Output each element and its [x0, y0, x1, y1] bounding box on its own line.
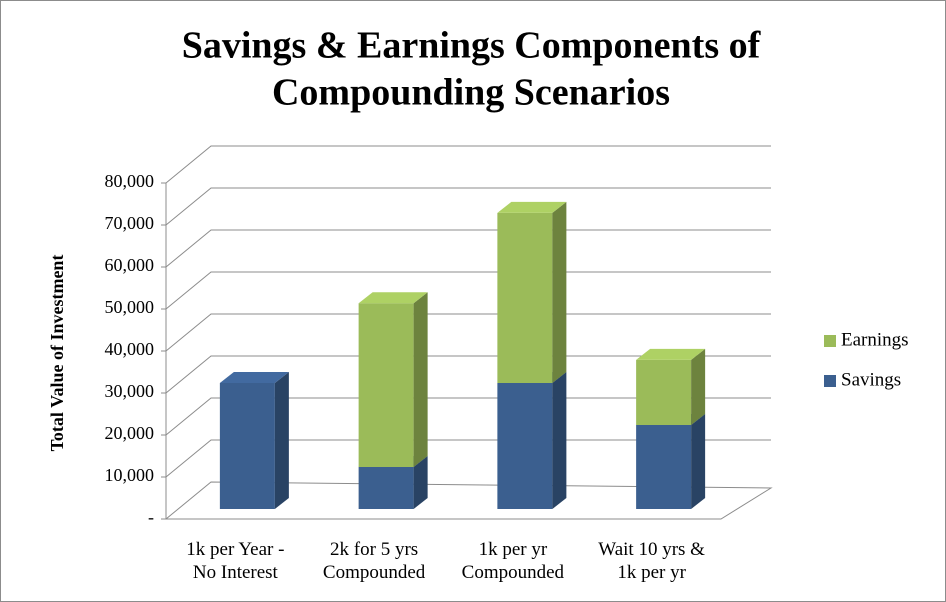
- bar: [358, 303, 414, 467]
- y-axis-label: Total Value of Investment: [47, 255, 67, 452]
- grid-line: [165, 439, 771, 478]
- y-tick-label: 50,000: [105, 297, 155, 317]
- y-tick-label: 20,000: [105, 423, 155, 443]
- back-wall: [211, 146, 771, 488]
- bar-side: [552, 201, 567, 383]
- x-tick-label: 2k for 5 yrs Compounded: [322, 539, 426, 583]
- bar-side: [413, 456, 428, 509]
- grid-line: [165, 355, 771, 394]
- bar: [497, 383, 553, 509]
- floor: [164, 481, 773, 520]
- bar: [358, 467, 414, 509]
- y-tick-label: -: [148, 507, 154, 527]
- bar: [636, 425, 692, 509]
- legend-swatch: [824, 335, 836, 347]
- y-tick-label: 10,000: [105, 465, 155, 485]
- y-tick-label: 60,000: [105, 255, 155, 275]
- grid-line: [165, 145, 771, 184]
- chart-title: Compounding Scenarios: [272, 72, 670, 114]
- bar-top: [358, 292, 428, 304]
- grid-line: [165, 271, 771, 310]
- y-tick-label: 30,000: [105, 381, 155, 401]
- bar: [636, 359, 692, 425]
- grid-line: [165, 187, 771, 226]
- bar-top: [497, 201, 567, 213]
- bar-top: [636, 348, 706, 360]
- bar: [219, 383, 275, 509]
- legend-swatch: [824, 375, 836, 387]
- bar-side: [413, 292, 428, 467]
- x-tick-label: 1k per yr Compounded: [461, 539, 565, 583]
- legend-label: Earnings: [841, 329, 909, 350]
- x-tick-label: 1k per Year - No Interest: [186, 539, 285, 583]
- bar-side: [691, 348, 706, 425]
- y-tick-label: 80,000: [105, 171, 155, 191]
- bar-side: [274, 372, 289, 509]
- legend-label: Savings: [841, 369, 901, 390]
- grid-line: [165, 313, 771, 352]
- y-tick-label: 70,000: [105, 213, 155, 233]
- bar-side: [691, 414, 706, 509]
- x-tick-label: Wait 10 yrs & 1k per yr: [598, 539, 705, 583]
- bar: [497, 212, 553, 383]
- bar-side: [552, 372, 567, 509]
- grid-line: [165, 397, 771, 436]
- chart-title: Savings & Earnings Components of: [182, 25, 762, 67]
- bar-top: [219, 372, 289, 383]
- grid-line: [165, 229, 771, 268]
- y-tick-label: 40,000: [105, 339, 155, 359]
